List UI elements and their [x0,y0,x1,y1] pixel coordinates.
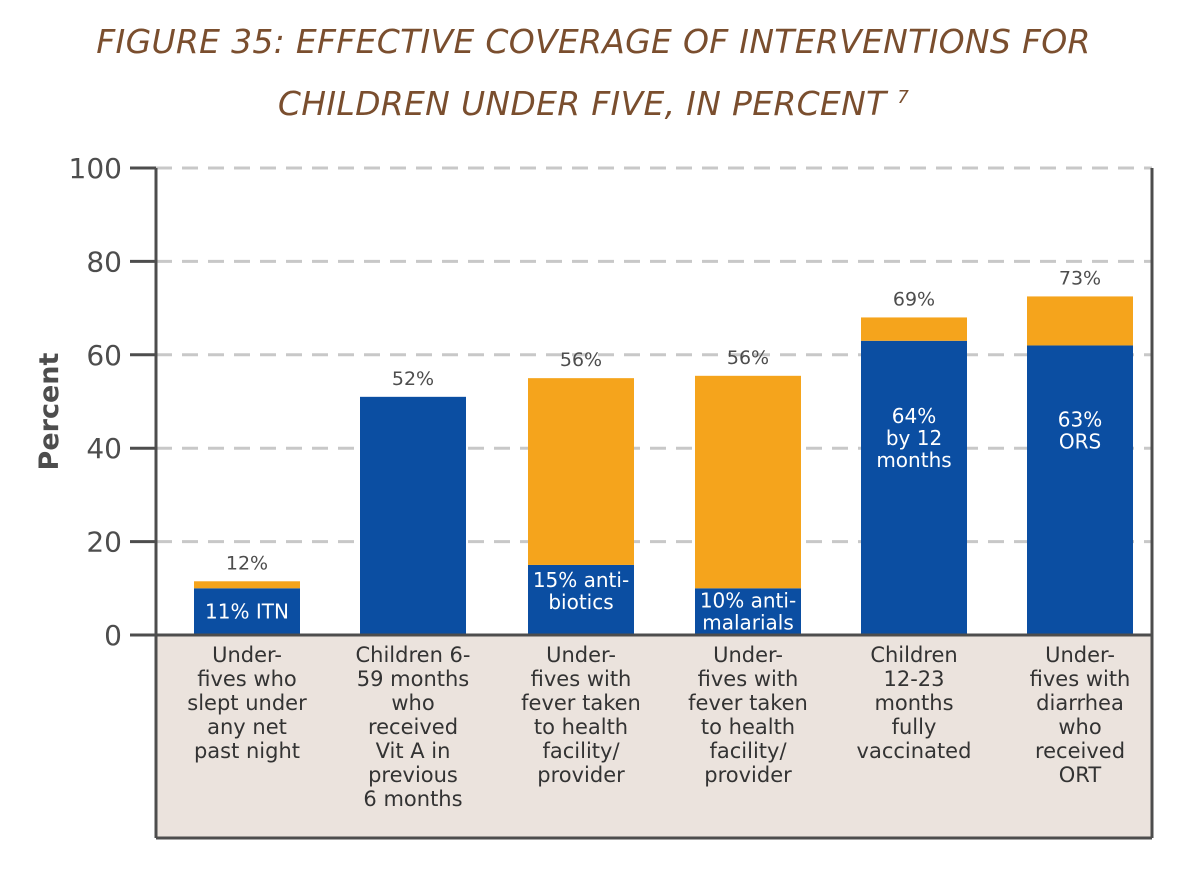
x-category-label: 12-23 [883,667,944,691]
x-category-label: slept under [187,691,307,715]
bar-segment-blue [1027,345,1133,635]
x-category-label: to health [534,715,628,739]
bar-inner-label: biotics [548,590,613,614]
x-category-label: Under- [212,643,282,667]
category-band [156,635,1152,838]
bar-inner-label: months [876,448,951,472]
bar-inner-label: 11% ITN [205,600,289,624]
x-category-label: received [368,715,458,739]
x-category-label: Under- [1045,643,1115,667]
x-category-label: 6 months [363,787,462,811]
bar-segment-blue [861,340,967,635]
x-category-label: who [1058,715,1101,739]
bar-inner-label: 15% anti- [533,568,629,592]
title-line-1: FIGURE 35: EFFECTIVE COVERAGE OF INTERVE… [96,22,1091,61]
y-tick-label: 0 [104,619,122,652]
y-tick-label: 80 [86,245,122,278]
y-axis-label: Percent [34,352,65,470]
bar-segment-blue [528,564,634,635]
x-category-label: Under- [546,643,616,667]
total-value-label: 56% [727,347,769,369]
x-category-label: Vit A in [376,739,451,763]
y-tick-label: 60 [86,339,122,372]
x-category-label: fever taken [521,691,641,715]
x-category-label: diarrhea [1036,691,1124,715]
x-category-label: fives with [1030,667,1131,691]
title-line-2-text: CHILDREN UNDER FIVE, IN PERCENT [277,84,887,123]
total-value-label: 12% [226,552,268,574]
bar-segment-orange [861,317,967,341]
y-tick-label: 20 [86,526,122,559]
bar-segment-blue [194,588,300,635]
x-category-label: fives with [531,667,632,691]
x-category-label: Under- [713,643,783,667]
bar-inner-label: 10% anti- [700,588,796,612]
x-category-label: vaccinated [857,739,972,763]
y-tick-label: 100 [69,152,122,185]
total-value-label: 52% [392,368,434,390]
total-value-label: 56% [560,349,602,371]
x-category-label: fives with [698,667,799,691]
total-value-label: 73% [1059,267,1101,289]
bar-inner-label: malarials [702,610,794,634]
bar-inner-label: 63% [1058,408,1102,432]
total-value-label: 69% [893,288,935,310]
x-category-label: facility/ [709,739,787,763]
x-category-label: months [874,691,953,715]
title-footnote: 7 [897,87,910,108]
bar-segment-orange [194,581,300,589]
x-category-label: 59 months [357,667,470,691]
chart-title: FIGURE 35: EFFECTIVE COVERAGE OF INTERVE… [0,14,1187,132]
bar-inner-label: by 12 [886,426,942,450]
x-category-label: previous [368,763,458,787]
x-category-label: to health [701,715,795,739]
bar-segment-blue [695,588,801,635]
x-category-label: fives who [197,667,297,691]
x-category-label: fully [892,715,937,739]
bar-segment-orange [695,375,801,589]
x-category-label: any net [207,715,287,739]
x-category-label: Children [870,643,957,667]
x-category-label: received [1035,739,1125,763]
x-category-label: facility/ [542,739,620,763]
x-category-label: fever taken [688,691,808,715]
bar-segment-blue [360,396,466,635]
title-line-2: CHILDREN UNDER FIVE, IN PERCENT 7 [0,70,1187,132]
x-category-label: provider [537,763,625,787]
bar-segment-orange [528,378,634,565]
bar-inner-label: ORS [1059,430,1101,454]
y-tick-label: 40 [86,432,122,465]
x-category-label: who [391,691,434,715]
x-category-label: provider [704,763,792,787]
bar-segment-orange [1027,296,1133,346]
x-category-label: Children 6- [356,643,471,667]
bar-inner-label: 64% [892,404,936,428]
x-category-label: past night [194,739,300,763]
x-category-label: ORT [1059,763,1102,787]
